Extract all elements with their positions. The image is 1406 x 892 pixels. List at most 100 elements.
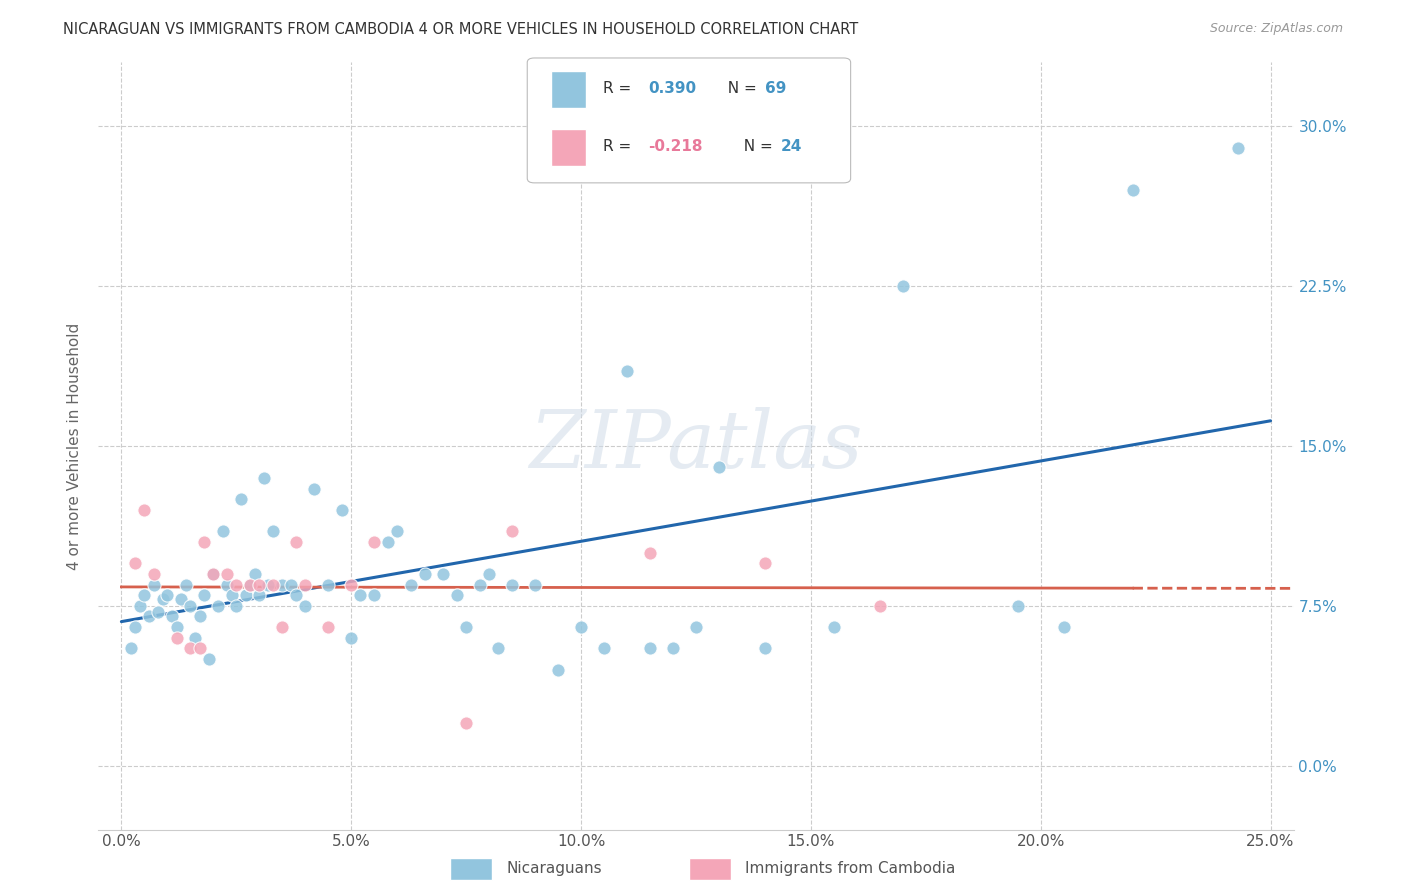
- Point: [134, 588, 156, 602]
- Point: [262, 577, 284, 591]
- Text: 0.390: 0.390: [648, 81, 696, 96]
- Point: [413, 566, 436, 581]
- Point: [188, 609, 211, 624]
- Point: [662, 641, 685, 656]
- Point: [239, 577, 262, 591]
- Point: [569, 620, 592, 634]
- Point: [124, 620, 146, 634]
- Point: [446, 588, 468, 602]
- Point: [174, 577, 197, 591]
- Point: [239, 577, 262, 591]
- Point: [754, 641, 776, 656]
- Point: [160, 609, 183, 624]
- Text: N =: N =: [734, 139, 778, 154]
- Point: [193, 588, 215, 602]
- Point: [225, 577, 247, 591]
- Point: [166, 620, 188, 634]
- Point: [754, 556, 776, 570]
- Point: [217, 577, 239, 591]
- Point: [142, 577, 165, 591]
- Point: [128, 599, 150, 613]
- Text: R =: R =: [603, 81, 637, 96]
- Text: Source: ZipAtlas.com: Source: ZipAtlas.com: [1209, 22, 1343, 36]
- Point: [399, 577, 422, 591]
- Point: [184, 631, 207, 645]
- Point: [363, 534, 385, 549]
- Point: [229, 492, 252, 507]
- Point: [385, 524, 409, 539]
- Point: [235, 588, 257, 602]
- Point: [179, 641, 201, 656]
- Point: [349, 588, 371, 602]
- Point: [193, 534, 215, 549]
- Point: [1053, 620, 1076, 634]
- Text: Nicaraguans: Nicaraguans: [506, 862, 602, 876]
- Point: [285, 588, 308, 602]
- Point: [638, 641, 661, 656]
- Point: [156, 588, 179, 602]
- Text: R =: R =: [603, 139, 637, 154]
- Point: [869, 599, 891, 613]
- Point: [134, 503, 156, 517]
- Point: [524, 577, 547, 591]
- Point: [197, 652, 219, 666]
- Point: [202, 566, 225, 581]
- Point: [211, 524, 233, 539]
- Point: [280, 577, 302, 591]
- Point: [330, 503, 353, 517]
- Point: [271, 577, 294, 591]
- Point: [294, 577, 316, 591]
- Point: [316, 620, 339, 634]
- Text: -0.218: -0.218: [648, 139, 703, 154]
- Point: [247, 577, 270, 591]
- Point: [340, 631, 363, 645]
- Point: [823, 620, 845, 634]
- Point: [294, 599, 316, 613]
- Point: [124, 556, 146, 570]
- Point: [363, 588, 385, 602]
- Point: [166, 631, 188, 645]
- Y-axis label: 4 or more Vehicles in Household: 4 or more Vehicles in Household: [67, 322, 83, 570]
- Point: [257, 577, 280, 591]
- Point: [501, 524, 523, 539]
- Point: [285, 534, 308, 549]
- Point: [142, 566, 165, 581]
- Point: [707, 460, 730, 475]
- Point: [501, 577, 523, 591]
- Point: [377, 534, 399, 549]
- Point: [188, 641, 211, 656]
- Text: N =: N =: [718, 81, 762, 96]
- Point: [217, 566, 239, 581]
- Point: [456, 620, 478, 634]
- Point: [486, 641, 509, 656]
- Point: [478, 566, 501, 581]
- Text: NICARAGUAN VS IMMIGRANTS FROM CAMBODIA 4 OR MORE VEHICLES IN HOUSEHOLD CORRELATI: NICARAGUAN VS IMMIGRANTS FROM CAMBODIA 4…: [63, 22, 859, 37]
- Point: [271, 620, 294, 634]
- Point: [1007, 599, 1029, 613]
- Point: [547, 663, 569, 677]
- Point: [253, 471, 276, 485]
- Point: [148, 605, 170, 619]
- Point: [593, 641, 616, 656]
- Text: 69: 69: [765, 81, 786, 96]
- Point: [247, 588, 270, 602]
- Point: [1227, 141, 1250, 155]
- Point: [170, 592, 193, 607]
- Point: [120, 641, 142, 656]
- Point: [221, 588, 243, 602]
- Point: [304, 482, 326, 496]
- Point: [262, 524, 284, 539]
- Point: [138, 609, 160, 624]
- Point: [225, 599, 247, 613]
- Point: [432, 566, 454, 581]
- Point: [316, 577, 339, 591]
- Point: [638, 545, 661, 559]
- Point: [152, 592, 174, 607]
- Point: [1122, 183, 1144, 197]
- Point: [468, 577, 491, 591]
- Point: [685, 620, 707, 634]
- Point: [891, 279, 914, 293]
- Text: ZIPatlas: ZIPatlas: [529, 408, 863, 484]
- Point: [616, 364, 638, 378]
- Point: [243, 566, 266, 581]
